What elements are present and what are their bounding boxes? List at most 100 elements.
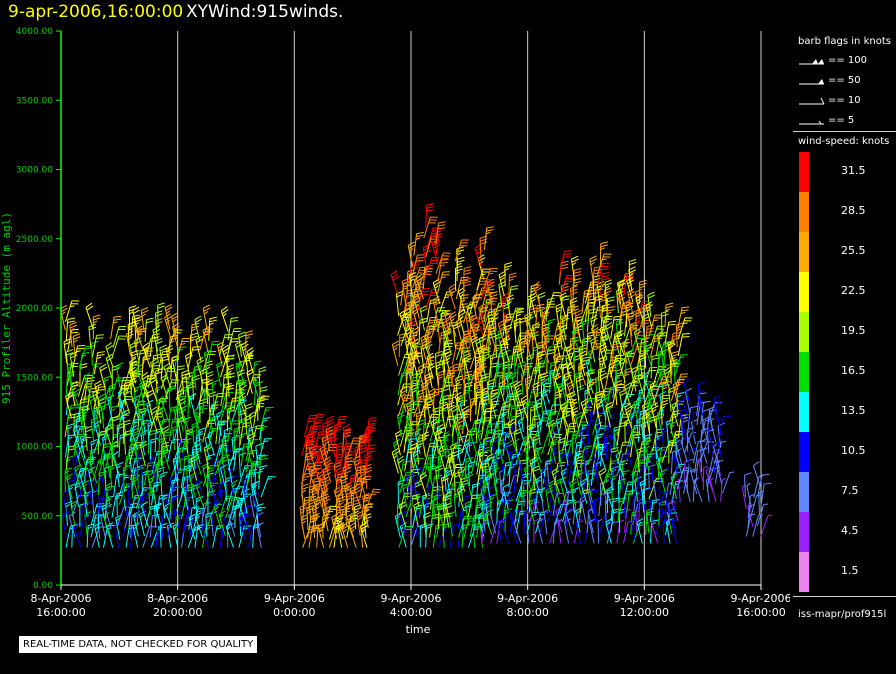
wind-barb (155, 503, 163, 529)
colorbar-title: wind-speed: knots (798, 136, 890, 147)
barb-sample-icon (799, 59, 824, 65)
wind-barb (88, 478, 96, 504)
y-tick-label: 3000.00 (16, 166, 53, 176)
wind-barb (110, 405, 119, 430)
wind-barb (450, 384, 462, 408)
wind-barb (411, 254, 425, 277)
wind-barb (700, 447, 708, 473)
wind-barb (399, 386, 408, 413)
wind-barb (213, 459, 221, 485)
wind-barb (81, 404, 90, 430)
wind-barb (403, 289, 415, 313)
x-tick-label: 9-Apr-2006 (497, 592, 558, 605)
wind-barb (140, 307, 149, 333)
wind-barb (363, 513, 372, 539)
wind-barb (146, 399, 154, 426)
wind-barb (141, 408, 149, 435)
wind-barb (722, 471, 735, 494)
wind-barb (532, 381, 541, 408)
colorbar-label: 7.5 (841, 484, 859, 497)
colorbar-label: 22.5 (841, 284, 866, 297)
wind-barb (227, 404, 235, 431)
wind-barb (183, 454, 192, 479)
x-tick-label: 20:00:00 (153, 606, 202, 619)
wind-barb (128, 366, 137, 393)
wind-barb (365, 488, 381, 510)
wind-barb (211, 379, 220, 405)
wind-barb (188, 513, 196, 540)
wind-barb (310, 422, 322, 446)
wind-barb (65, 392, 73, 418)
wind-barb (159, 344, 167, 370)
barb-legend-label: == 50 (828, 75, 861, 86)
wind-barb (227, 511, 236, 537)
wind-barb (258, 454, 269, 479)
wind-barb (250, 425, 264, 448)
quality-notice: REAL-TIME DATA, NOT CHECKED FOR QUALITY (19, 636, 258, 653)
wind-barb (102, 511, 112, 538)
wind-barb (144, 317, 154, 342)
wind-barb (227, 316, 239, 341)
colorbar-swatch (799, 232, 809, 272)
wind-barb (148, 475, 156, 502)
wind-barb (188, 506, 200, 530)
wind-barb (227, 328, 242, 350)
wind-barb (177, 416, 186, 442)
colorbar-swatch (799, 312, 809, 352)
y-axis-label: 915 Profiler Altitude (m agl) (0, 212, 13, 404)
wind-barb (709, 477, 717, 503)
wind-barb (435, 464, 443, 491)
wind-barb (99, 363, 108, 390)
colorbar-swatch (799, 272, 809, 312)
wind-barb (171, 312, 179, 338)
wind-barb (141, 371, 150, 398)
wind-barb (207, 340, 220, 364)
colorbar-label: 13.5 (841, 404, 866, 417)
wind-barb (196, 470, 204, 496)
wind-barb (208, 316, 218, 341)
wind-barb (314, 431, 327, 454)
wind-barb (426, 299, 438, 323)
wind-barb (194, 438, 202, 465)
wind-barb (110, 315, 122, 339)
wind-barb (147, 364, 160, 388)
wind-barb (65, 473, 73, 499)
wind-barb (547, 361, 559, 385)
wind-barb (413, 501, 422, 527)
wind-barb (245, 330, 254, 355)
wind-barb (650, 354, 660, 379)
wind-barb (396, 455, 405, 482)
wind-barb (163, 502, 172, 528)
wind-barb (114, 522, 122, 548)
x-tick-label: 9-Apr-2006 (730, 592, 790, 605)
x-tick-label: 9-Apr-2006 (264, 592, 325, 605)
wind-barb (425, 485, 436, 509)
y-tick-label: 0.00 (33, 581, 53, 591)
wind-barb (157, 302, 165, 328)
wind-barb (218, 480, 226, 506)
wind-barb (141, 492, 150, 518)
wind-barb (239, 381, 248, 408)
legend-divider (793, 596, 896, 597)
wind-barb (308, 464, 317, 491)
wind-barb (428, 387, 437, 414)
wind-barb (149, 375, 158, 402)
colorbar-label: 25.5 (841, 244, 866, 257)
y-tick-label: 2500.00 (16, 235, 53, 245)
wind-barb (493, 306, 502, 332)
wind-barb (194, 315, 203, 342)
wind-barb (157, 396, 165, 422)
wind-barb (363, 463, 373, 489)
wind-barb (259, 407, 274, 430)
wind-barb (207, 468, 215, 495)
wind-barb (112, 326, 127, 348)
wind-barb (342, 428, 352, 454)
wind-barb (570, 255, 579, 281)
wind-barb (73, 388, 82, 415)
wind-barb (258, 386, 268, 411)
wind-barb (65, 317, 76, 342)
wind-barb (415, 273, 424, 300)
wind-barb (161, 425, 170, 452)
wind-barb (417, 363, 426, 390)
wind-barb (457, 447, 465, 474)
